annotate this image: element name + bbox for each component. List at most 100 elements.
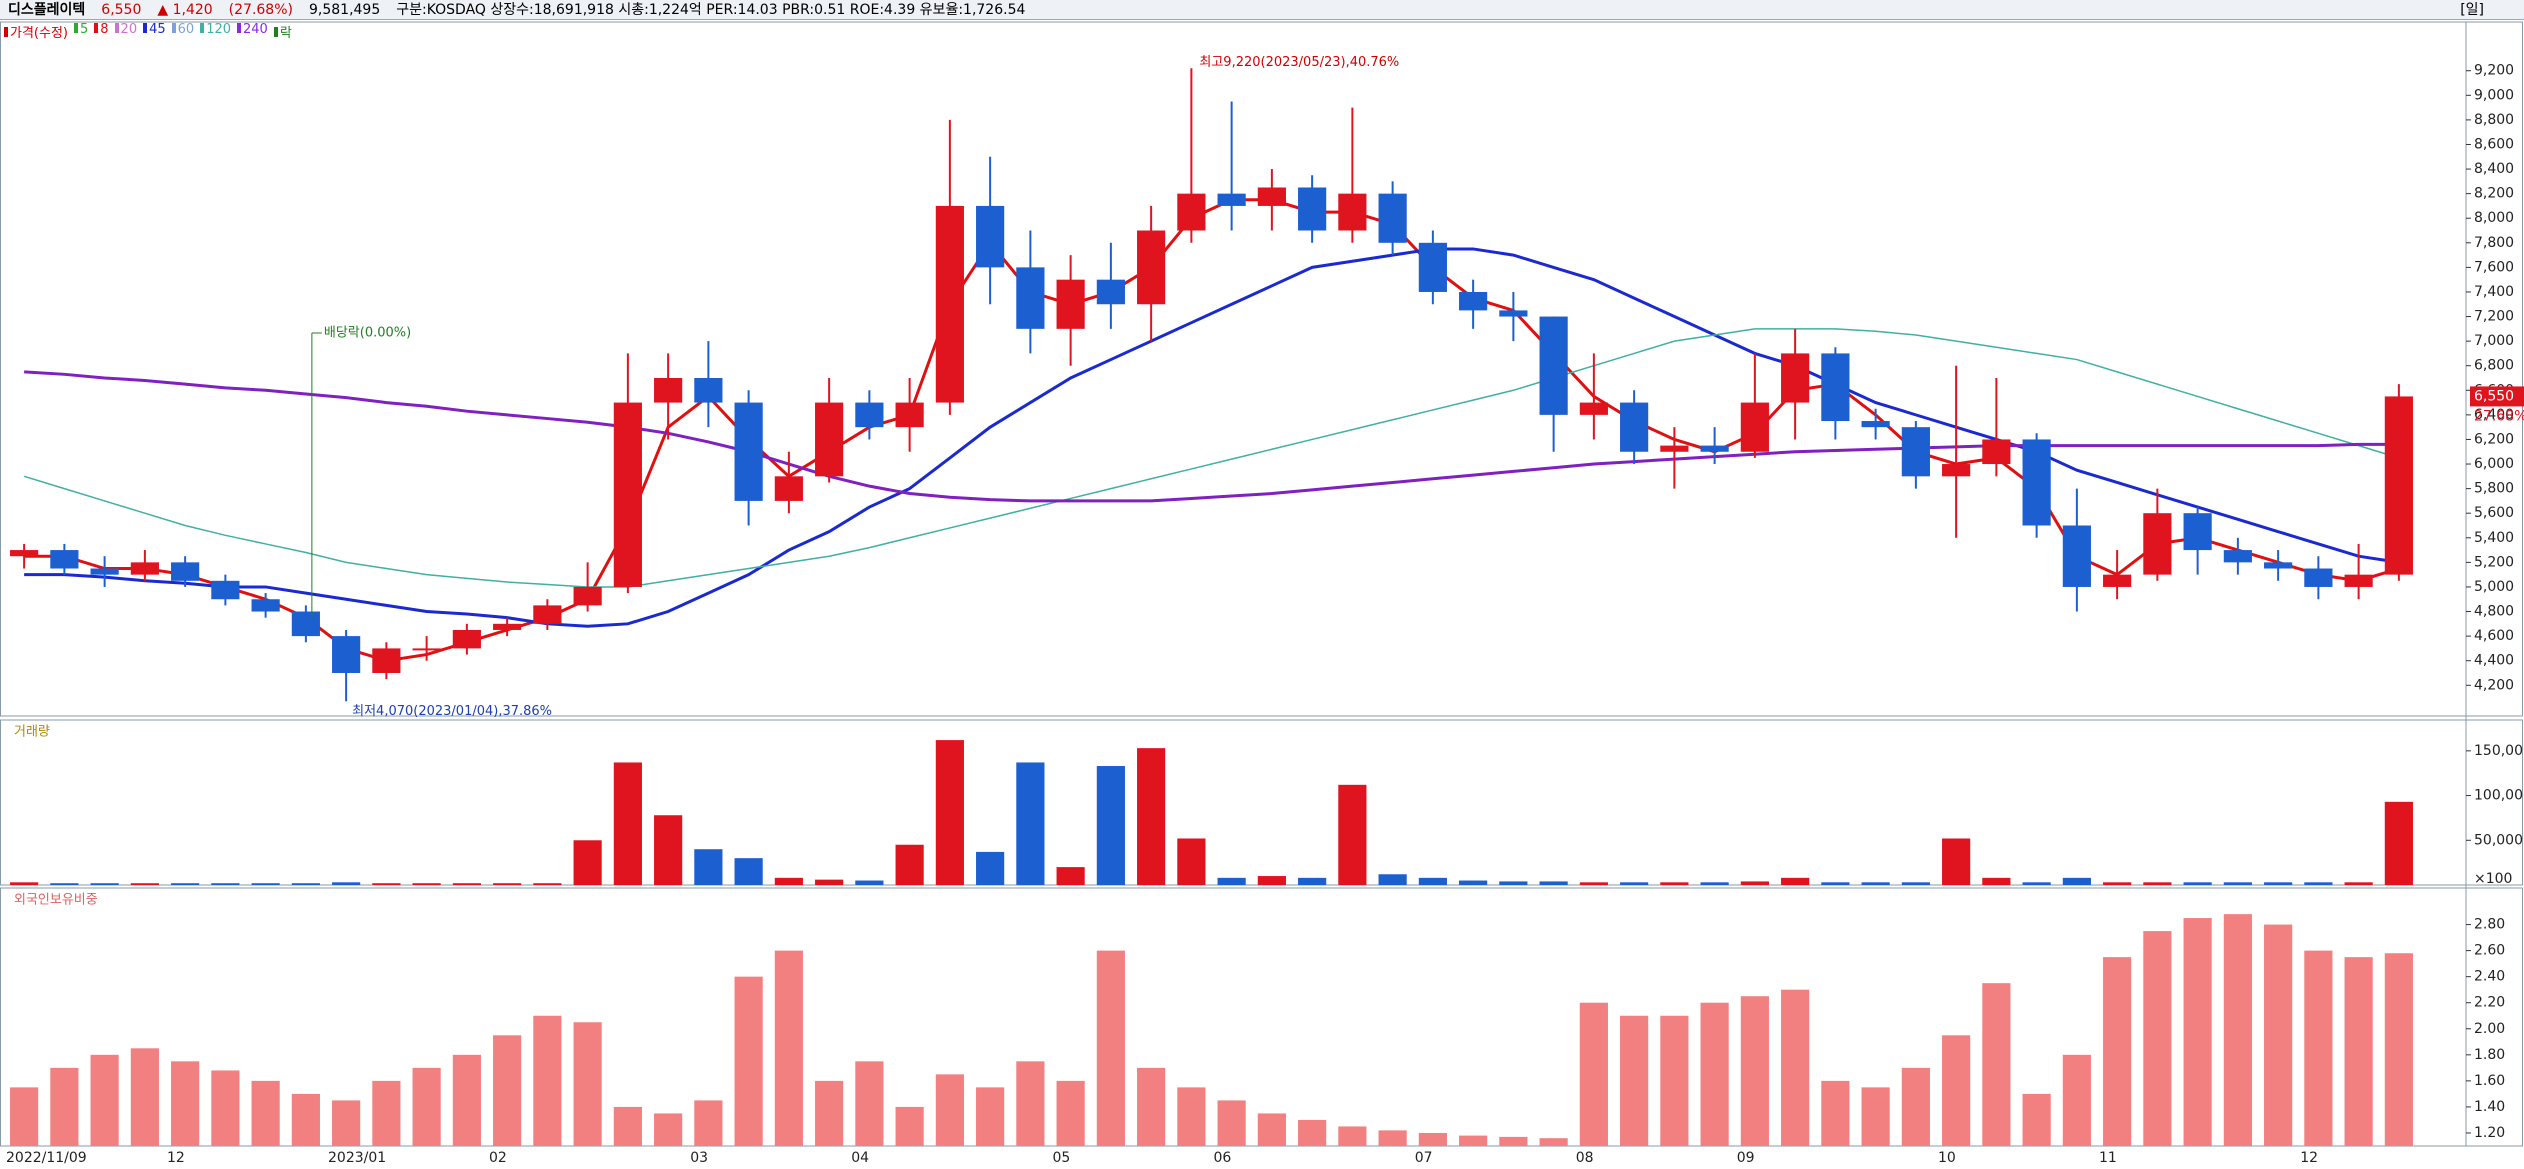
candle-body [1781, 353, 1810, 403]
period-button[interactable]: [일] [2460, 2, 2484, 18]
bar [2344, 882, 2373, 885]
bar [1781, 877, 1810, 885]
bar [935, 740, 964, 885]
candle-body [976, 205, 1005, 268]
bar [251, 1080, 280, 1146]
bar [2223, 914, 2252, 1146]
bar [332, 882, 361, 885]
candle-body [2344, 574, 2373, 587]
candle-body [1459, 291, 1488, 311]
bar [855, 880, 884, 885]
bar [1740, 881, 1769, 885]
high-annotation: 최고9,220(2023/05/23),40.76% [1199, 55, 1399, 70]
bar [412, 1067, 441, 1146]
bar [1660, 882, 1689, 885]
y-tick-label: 5,800 [2474, 481, 2514, 497]
y-tick-label: 2.80 [2474, 917, 2505, 933]
bar [2384, 801, 2413, 885]
candle-body [251, 599, 280, 612]
y-tick-label: 1.20 [2474, 1125, 2505, 1141]
bar [2344, 957, 2373, 1146]
panel-title: 외국인보유비중 [14, 893, 98, 908]
legend-swatch [273, 27, 278, 37]
y-tick-label: 7,200 [2474, 309, 2514, 325]
bar [2264, 924, 2293, 1146]
bar [654, 815, 683, 885]
candle-body [895, 402, 924, 428]
candle-body [1418, 242, 1447, 292]
moving-average [24, 198, 2400, 663]
bar [2223, 882, 2252, 885]
bar [90, 1054, 119, 1146]
candle-body [1338, 193, 1367, 231]
y-tick-label: 4,200 [2474, 677, 2514, 693]
y-tick-label: 5,200 [2474, 554, 2514, 570]
legend-item: 45 [143, 22, 166, 41]
bar [1137, 1067, 1166, 1146]
bar [10, 882, 39, 885]
candle-body [1257, 187, 1286, 206]
bar [1257, 876, 1286, 885]
candle-body [533, 605, 562, 624]
candle-body [1499, 310, 1528, 317]
bar [372, 1080, 401, 1146]
bar [251, 883, 280, 885]
candle-body [130, 562, 159, 575]
bar [291, 1093, 320, 1146]
bar [1056, 867, 1085, 885]
bar [1016, 762, 1045, 885]
candle-body [211, 580, 240, 600]
candle-body [171, 562, 200, 581]
bar [1378, 1130, 1407, 1146]
bar [1217, 877, 1246, 885]
candle-body [1096, 279, 1125, 305]
bar [171, 1061, 200, 1146]
bar [1620, 882, 1649, 885]
y-tick-label: 5,400 [2474, 530, 2514, 546]
bar [1982, 983, 2011, 1146]
bar [2022, 1093, 2051, 1146]
y-tick-label: 7,600 [2474, 259, 2514, 275]
legend-item: 가격(수정) [4, 22, 68, 41]
bar [1539, 881, 1568, 885]
bar [1821, 882, 1850, 885]
legend-item: 5 [73, 22, 88, 41]
bar [1700, 882, 1729, 885]
bar [1620, 1015, 1649, 1146]
bar [291, 883, 320, 885]
change: ▲ 1,420 [157, 2, 213, 18]
bar [1096, 766, 1125, 885]
y-tick-label: 2.20 [2474, 995, 2505, 1011]
info: 구분:KOSDAQ 상장수:18,691,918 시총:1,224억 PER:1… [396, 2, 1026, 18]
bar [332, 1100, 361, 1146]
bar [613, 1106, 642, 1146]
candle-body [654, 378, 683, 403]
x-tick-label: 02 [489, 1150, 507, 1166]
bar [774, 877, 803, 885]
bar [1378, 874, 1407, 885]
candle-body [935, 205, 964, 403]
x-tick-label: 09 [1737, 1150, 1755, 1166]
bar [2103, 957, 2132, 1146]
moving-average [23, 328, 2400, 588]
bar [50, 883, 79, 885]
bar [1539, 1138, 1568, 1146]
bar [1579, 1002, 1608, 1146]
candle-body [613, 402, 642, 587]
volume: 9,581,495 [308, 2, 381, 18]
price-marker [2470, 386, 2524, 407]
legend-item: 락 [273, 22, 292, 41]
legend-swatch [73, 23, 78, 33]
bar [1861, 1087, 1890, 1146]
bar [1016, 1061, 1045, 1146]
bar [412, 883, 441, 885]
bar [734, 858, 763, 885]
candle-body [291, 611, 320, 637]
candle-body [2022, 439, 2051, 526]
candle-body [332, 636, 361, 673]
y-tick-label: 1.40 [2474, 1099, 2505, 1115]
legend-item: 120 [200, 22, 231, 41]
candle-body [1378, 193, 1407, 243]
